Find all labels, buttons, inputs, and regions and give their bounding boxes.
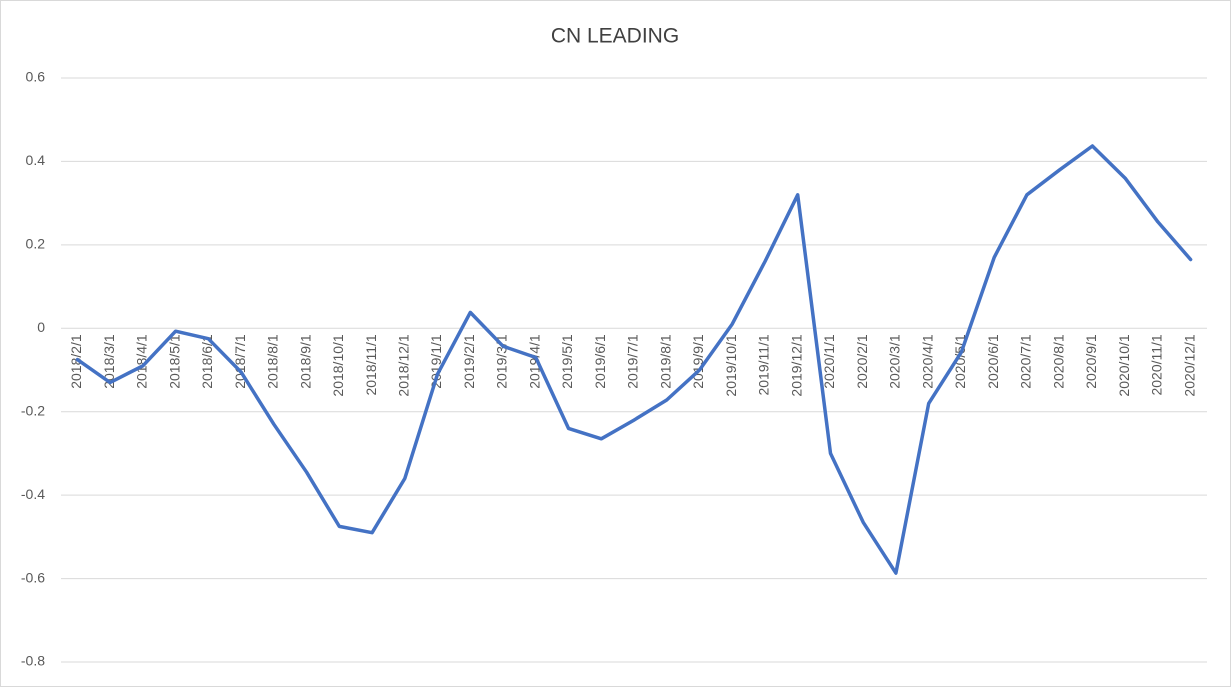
y-tick-label: -0.8: [21, 653, 45, 669]
x-tick-label: 2018/4/1: [134, 334, 150, 389]
y-tick-label: -0.2: [21, 402, 45, 418]
x-tick-label: 2020/12/1: [1181, 334, 1197, 396]
x-tick-label: 2020/6/1: [985, 334, 1001, 389]
x-tick-label: 2018/12/1: [396, 334, 412, 396]
x-tick-label: 2018/5/1: [166, 334, 182, 389]
x-tick-label: 2020/7/1: [1018, 334, 1034, 389]
x-tick-label: 2018/9/1: [297, 334, 313, 389]
x-tick-label: 2019/8/1: [657, 334, 673, 389]
y-tick-label: 0: [37, 319, 45, 335]
x-tick-label: 2018/6/1: [199, 334, 215, 389]
x-tick-label: 2019/1/1: [428, 334, 444, 389]
x-tick-label: 2020/9/1: [1083, 334, 1099, 389]
x-tick-label: 2018/10/1: [330, 334, 346, 396]
x-tick-label: 2019/5/1: [559, 334, 575, 389]
y-tick-label: 0.4: [26, 152, 46, 168]
x-tick-label: 2019/12/1: [788, 334, 804, 396]
x-tick-label: 2019/2/1: [461, 334, 477, 389]
x-tick-label: 2019/4/1: [526, 334, 542, 389]
x-tick-label: 2019/6/1: [592, 334, 608, 389]
x-tick-label: 2019/11/1: [756, 334, 772, 395]
x-tick-label: 2020/11/1: [1149, 334, 1165, 395]
x-tick-label: 2019/10/1: [723, 334, 739, 396]
x-tick-label: 2018/11/1: [363, 334, 379, 395]
x-tick-label: 2020/3/1: [887, 334, 903, 389]
x-tick-label: 2018/8/1: [265, 334, 281, 389]
x-tick-label: 2019/7/1: [625, 334, 641, 389]
x-tick-label: 2019/3/1: [494, 334, 510, 389]
x-tick-label: 2020/4/1: [919, 334, 935, 389]
x-tick-label: 2020/8/1: [1050, 334, 1066, 389]
y-tick-label: 0.2: [26, 236, 46, 252]
chart-title: CN LEADING: [551, 25, 679, 48]
x-tick-label: 2018/3/1: [101, 334, 117, 389]
x-tick-label: 2020/10/1: [1116, 334, 1132, 396]
y-tick-label: 0.6: [26, 69, 46, 85]
x-tick-label: 2018/2/1: [68, 334, 84, 389]
y-tick-label: -0.6: [21, 569, 45, 585]
x-tick-label: 2020/2/1: [854, 334, 870, 389]
x-tick-label: 2020/1/1: [821, 334, 837, 389]
y-tick-label: -0.4: [21, 486, 45, 502]
data-line: [75, 144, 1193, 575]
